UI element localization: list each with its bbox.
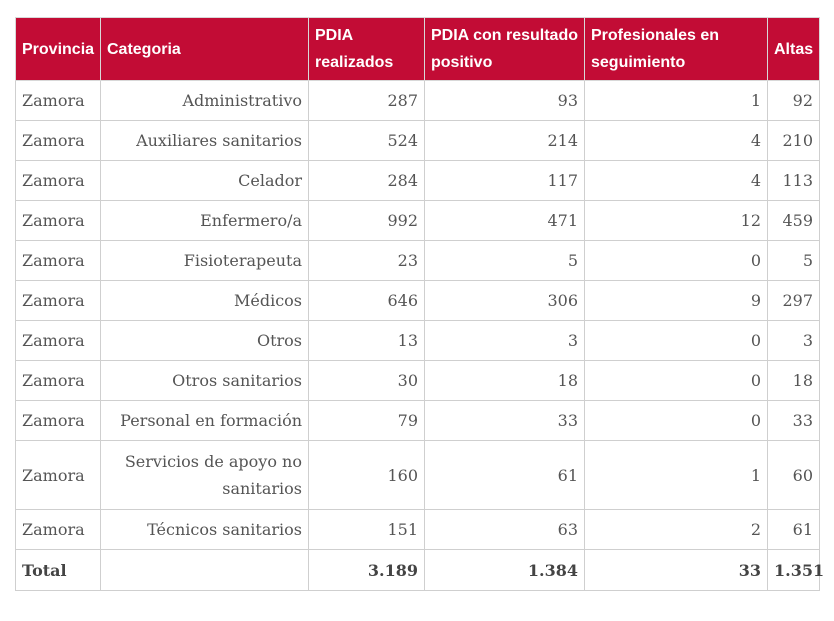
- cell-pdia-realizados: 646: [308, 280, 425, 321]
- cell-profesionales: 1: [584, 440, 768, 510]
- cell-categoria: Servicios de apoyo no sanitarios: [100, 440, 309, 510]
- cell-pdia-realizados: 13: [308, 320, 425, 361]
- cell-pdia-positivo: 5: [424, 240, 585, 281]
- cell-categoria: Personal en formación: [100, 400, 309, 441]
- cell-provincia: Zamora: [15, 320, 101, 361]
- cell-pdia-realizados: 79: [308, 400, 425, 441]
- cell-altas: 60: [767, 440, 820, 510]
- table-row: Zamora Técnicos sanitarios 151 63 2 61: [15, 509, 820, 550]
- table-row: Zamora Enfermero/a 992 471 12 459: [15, 200, 820, 241]
- cell-pdia-realizados: 160: [308, 440, 425, 510]
- cell-altas: 33: [767, 400, 820, 441]
- cell-pdia-realizados: 30: [308, 360, 425, 401]
- cell-profesionales: 0: [584, 400, 768, 441]
- cell-provincia: Zamora: [15, 120, 101, 161]
- cell-provincia: Zamora: [15, 440, 101, 510]
- cell-categoria: Otros sanitarios: [100, 360, 309, 401]
- cell-altas: 5: [767, 240, 820, 281]
- cell-altas: 113: [767, 160, 820, 201]
- cell-provincia: Zamora: [15, 400, 101, 441]
- cell-pdia-positivo: 117: [424, 160, 585, 201]
- cell-provincia: Zamora: [15, 509, 101, 550]
- cell-categoria: Enfermero/a: [100, 200, 309, 241]
- cell-altas: 210: [767, 120, 820, 161]
- cell-pdia-positivo: 93: [424, 80, 585, 121]
- header-row: Provincia Categoria PDIA realizados PDIA…: [15, 17, 820, 81]
- data-table: Provincia Categoria PDIA realizados PDIA…: [15, 17, 824, 591]
- total-label: Total: [15, 549, 101, 591]
- cell-pdia-positivo: 33: [424, 400, 585, 441]
- cell-provincia: Zamora: [15, 280, 101, 321]
- cell-profesionales: 0: [584, 240, 768, 281]
- cell-pdia-realizados: 992: [308, 200, 425, 241]
- table-row: Zamora Administrativo 287 93 1 92: [15, 80, 820, 121]
- cell-categoria: Técnicos sanitarios: [100, 509, 309, 550]
- cell-pdia-positivo: 306: [424, 280, 585, 321]
- total-categoria: [100, 549, 309, 591]
- cell-pdia-positivo: 18: [424, 360, 585, 401]
- cell-pdia-positivo: 63: [424, 509, 585, 550]
- cell-profesionales: 1: [584, 80, 768, 121]
- cell-provincia: Zamora: [15, 240, 101, 281]
- cell-altas: 18: [767, 360, 820, 401]
- cell-altas: 61: [767, 509, 820, 550]
- cell-pdia-realizados: 23: [308, 240, 425, 281]
- cell-pdia-positivo: 214: [424, 120, 585, 161]
- cell-altas: 92: [767, 80, 820, 121]
- cell-provincia: Zamora: [15, 80, 101, 121]
- cell-profesionales: 4: [584, 120, 768, 161]
- cell-categoria: Administrativo: [100, 80, 309, 121]
- cell-altas: 3: [767, 320, 820, 361]
- header-provincia: Provincia: [15, 17, 101, 81]
- cell-pdia-positivo: 471: [424, 200, 585, 241]
- cell-categoria: Auxiliares sanitarios: [100, 120, 309, 161]
- table-row: Zamora Celador 284 117 4 113: [15, 160, 820, 201]
- cell-profesionales: 12: [584, 200, 768, 241]
- header-altas: Altas: [767, 17, 820, 81]
- header-pdia-positivo: PDIA con resultado positivo: [424, 17, 585, 81]
- cell-profesionales: 4: [584, 160, 768, 201]
- cell-pdia-realizados: 524: [308, 120, 425, 161]
- cell-provincia: Zamora: [15, 360, 101, 401]
- table-row: Zamora Otros sanitarios 30 18 0 18: [15, 360, 820, 401]
- cell-pdia-realizados: 287: [308, 80, 425, 121]
- total-pdia-positivo: 1.384: [424, 549, 585, 591]
- total-profesionales: 33: [584, 549, 768, 591]
- total-row: Total 3.189 1.384 33 1.351: [15, 549, 824, 591]
- total-pdia-realizados: 3.189: [308, 549, 425, 591]
- table-row: Zamora Auxiliares sanitarios 524 214 4 2…: [15, 120, 820, 161]
- cell-categoria: Celador: [100, 160, 309, 201]
- cell-pdia-positivo: 61: [424, 440, 585, 510]
- cell-pdia-positivo: 3: [424, 320, 585, 361]
- cell-profesionales: 0: [584, 360, 768, 401]
- cell-categoria: Médicos: [100, 280, 309, 321]
- cell-profesionales: 9: [584, 280, 768, 321]
- header-categoria: Categoria: [100, 17, 309, 81]
- cell-categoria: Fisioterapeuta: [100, 240, 309, 281]
- header-profesionales-seguimiento: Profesionales en seguimiento: [584, 17, 768, 81]
- cell-altas: 297: [767, 280, 820, 321]
- cell-provincia: Zamora: [15, 160, 101, 201]
- cell-profesionales: 2: [584, 509, 768, 550]
- table-row: Zamora Fisioterapeuta 23 5 0 5: [15, 240, 820, 281]
- cell-categoria: Otros: [100, 320, 309, 361]
- table-row: Zamora Otros 13 3 0 3: [15, 320, 820, 361]
- cell-pdia-realizados: 284: [308, 160, 425, 201]
- cell-provincia: Zamora: [15, 200, 101, 241]
- header-pdia-realizados: PDIA realizados: [308, 17, 425, 81]
- table-row: Zamora Médicos 646 306 9 297: [15, 280, 820, 321]
- table-row: Zamora Servicios de apoyo no sanitarios …: [15, 440, 820, 510]
- table-row: Zamora Personal en formación 79 33 0 33: [15, 400, 820, 441]
- cell-profesionales: 0: [584, 320, 768, 361]
- total-altas: 1.351: [767, 549, 824, 591]
- cell-altas: 459: [767, 200, 820, 241]
- cell-pdia-realizados: 151: [308, 509, 425, 550]
